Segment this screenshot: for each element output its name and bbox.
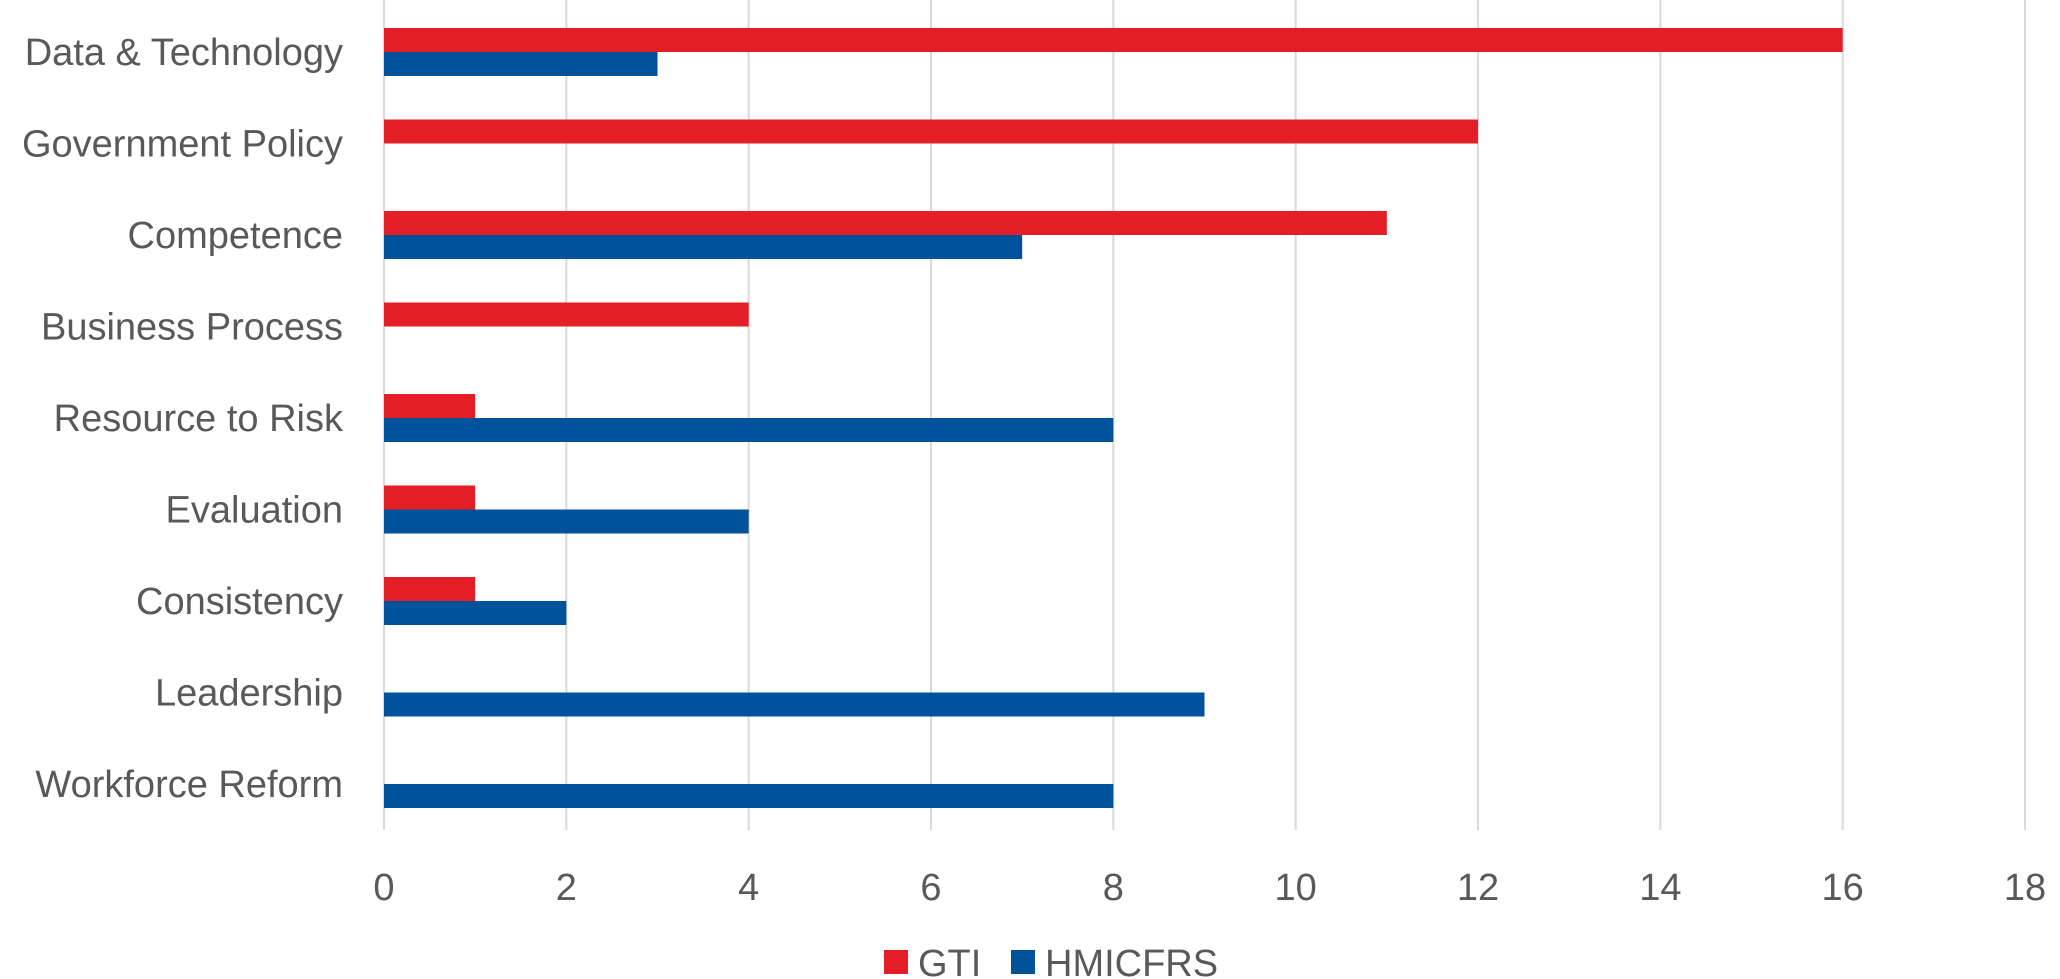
bar-hmicfrs-consistency [384, 601, 567, 625]
bar-hmicfrs-workforce-reform [384, 784, 1114, 808]
category-label: Resource to Risk [54, 398, 344, 440]
category-label: Consistency [136, 581, 343, 623]
category-label: Competence [128, 215, 343, 257]
legend-label-gti: GTI [918, 943, 981, 979]
x-tick-label: 0 [373, 867, 394, 909]
category-label: Data & Technology [25, 32, 343, 74]
x-tick-label: 18 [2004, 867, 2046, 909]
x-tick-label: 14 [1639, 867, 1681, 909]
category-label: Business Process [41, 307, 343, 349]
bar-gti-evaluation [384, 485, 476, 510]
x-tick-label: 8 [1103, 867, 1124, 909]
category-label: Workforce Reform [35, 764, 343, 806]
bar-gti-consistency [384, 577, 476, 601]
bar-gti-competence [384, 211, 1387, 235]
category-labels: Data & Technology Government Policy Compet… [22, 32, 344, 806]
bar-gti-data-technology [384, 28, 1843, 52]
bar-hmicfrs-competence [384, 235, 1023, 259]
x-tick-label: 16 [1822, 867, 1864, 909]
bar-gti-resource-to-risk [384, 394, 476, 418]
bars [384, 28, 1843, 808]
bar-hmicfrs-data-technology [384, 52, 658, 76]
bar-gti-business-process [384, 302, 749, 327]
x-tick-label: 4 [738, 867, 759, 909]
legend-swatch-hmicfrs [1011, 950, 1035, 974]
legend-label-hmicfrs: HMICFRS [1045, 943, 1218, 979]
legend: GTI HMICFRS [884, 943, 1218, 979]
x-tick-label: 10 [1275, 867, 1317, 909]
bar-hmicfrs-evaluation [384, 509, 749, 534]
x-tick-label: 2 [556, 867, 577, 909]
x-axis-tick-labels: 0 2 4 6 8 10 12 14 16 18 [373, 867, 2046, 909]
bar-hmicfrs-resource-to-risk [384, 418, 1114, 442]
bar-hmicfrs-leadership [384, 692, 1205, 717]
category-label: Government Policy [22, 124, 343, 166]
category-label: Evaluation [166, 490, 343, 532]
x-tick-label: 6 [920, 867, 941, 909]
legend-swatch-gti [884, 950, 908, 974]
x-tick-label: 12 [1457, 867, 1499, 909]
category-label: Leadership [155, 673, 343, 715]
bar-gti-government-policy [384, 119, 1478, 144]
